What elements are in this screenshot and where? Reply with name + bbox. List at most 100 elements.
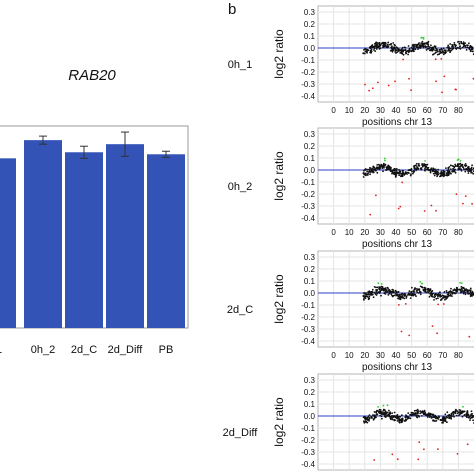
point: [436, 53, 439, 56]
point: [368, 290, 371, 293]
point: [466, 443, 469, 446]
point: [447, 174, 450, 177]
point: [437, 293, 440, 296]
point: [464, 293, 467, 296]
point: [417, 46, 420, 49]
point: [445, 49, 447, 52]
point: [404, 303, 407, 305]
point: [400, 175, 402, 178]
x-tick-label: 70: [438, 228, 447, 237]
point: [391, 50, 394, 53]
point: [408, 77, 410, 80]
point: [460, 42, 463, 45]
x-tick-label: 10: [345, 351, 354, 360]
point: [432, 48, 435, 50]
point: [410, 89, 412, 92]
point: [396, 51, 399, 53]
point: [460, 164, 462, 167]
point: [452, 413, 455, 416]
point: [373, 168, 375, 171]
point: [469, 45, 471, 48]
point: [430, 167, 433, 170]
data-points: [362, 157, 474, 216]
point: [463, 44, 465, 46]
x-tick-label: 70: [438, 351, 447, 360]
point: [391, 453, 394, 456]
point: [410, 414, 412, 416]
point: [395, 171, 398, 174]
point: [383, 415, 386, 418]
point: [413, 166, 416, 169]
point: [410, 412, 413, 414]
point: [388, 292, 391, 295]
point: [459, 48, 462, 50]
point: [419, 285, 422, 288]
point: [454, 171, 457, 174]
point: [447, 50, 449, 52]
point: [379, 167, 381, 170]
point: [376, 43, 378, 46]
y-tick-label: 0.3: [304, 130, 316, 139]
point: [457, 168, 459, 171]
point: [424, 291, 427, 293]
point: [430, 292, 433, 295]
cnv-plots: 0h_1 log2 ratio-0.4-0.3-0.2-0.10.00.10.20…: [223, 5, 474, 471]
y-tick-label: -0.4: [301, 92, 315, 101]
point: [363, 299, 365, 301]
point: [400, 330, 403, 333]
point: [424, 46, 427, 49]
point: [394, 168, 397, 170]
point: [460, 40, 462, 43]
point: [424, 160, 426, 162]
point: [401, 53, 404, 55]
point: [471, 415, 474, 418]
point: [449, 43, 451, 45]
point: [376, 46, 378, 48]
y-tick-label: -0.1: [301, 424, 315, 433]
point: [396, 47, 399, 50]
point: [423, 210, 426, 212]
point: [388, 409, 390, 412]
point: [469, 291, 472, 293]
point: [363, 49, 365, 51]
point: [369, 47, 372, 50]
point: [463, 414, 466, 416]
y-tick-label: -0.3: [301, 80, 315, 89]
point: [401, 414, 403, 417]
point: [456, 163, 459, 166]
x-tick-label: 20: [360, 228, 369, 237]
point: [418, 441, 421, 444]
point: [362, 416, 365, 419]
point: [467, 168, 469, 171]
point: [441, 91, 443, 94]
x-tick-label: 70: [438, 106, 447, 115]
x-tick-label: 50: [407, 351, 416, 360]
point: [431, 295, 434, 298]
point: [371, 288, 374, 291]
point: [387, 294, 390, 296]
point: [391, 171, 394, 174]
point: [379, 47, 382, 49]
y-tick-label: 0.2: [304, 265, 316, 274]
point: [437, 50, 439, 53]
point: [438, 416, 440, 419]
point: [435, 209, 437, 212]
point: [378, 286, 380, 288]
point: [378, 410, 380, 413]
y-tick-label: 0.1: [304, 277, 316, 286]
point: [380, 294, 382, 297]
point: [459, 288, 462, 291]
point: [439, 291, 441, 293]
point: [439, 418, 442, 421]
point: [402, 296, 404, 299]
point: [469, 170, 472, 173]
point: [369, 213, 372, 216]
point: [443, 174, 446, 177]
point: [433, 45, 436, 48]
point: [455, 408, 457, 411]
point: [471, 295, 474, 297]
point: [471, 168, 473, 171]
point: [391, 412, 393, 415]
point: [380, 285, 383, 288]
point: [378, 166, 380, 169]
